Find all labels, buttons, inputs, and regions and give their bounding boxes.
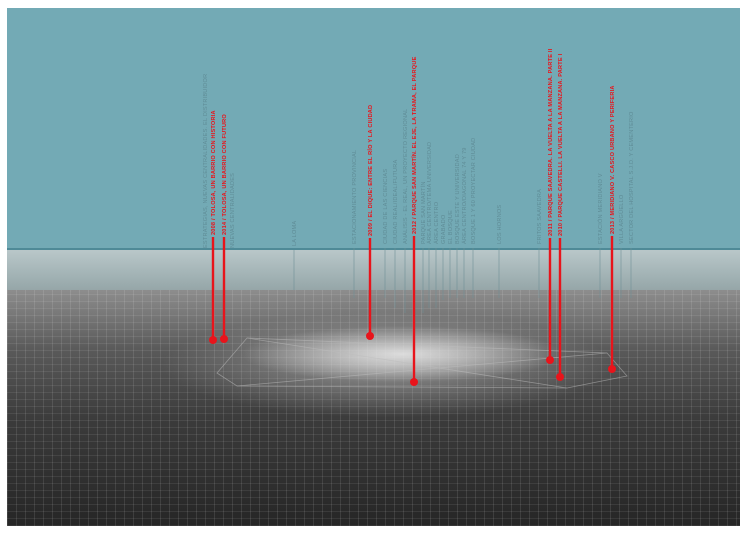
marker-dot (608, 365, 616, 373)
marker-dot (366, 332, 374, 340)
place-label: LA LOMA (292, 221, 298, 246)
location-label: ÁREA CENTRO/DIAGONAL 74 Y 79 (461, 147, 468, 298)
project-pin: 2014 / TOLOSA, UN BARRIO CON FUTURO (220, 114, 228, 343)
annotation-pins: 2008 / TOLOSA, UN BARRIO CON HISTORIA 201… (203, 48, 635, 386)
location-label: LA LOMA (292, 221, 298, 290)
location-label: CIUDAD DE LAS CIENCIAS (383, 169, 389, 298)
place-label: ESTACIONAMIENTO PROVINCIAL (352, 150, 358, 244)
place-label: PARQUE SAN MARTÍN (420, 181, 427, 244)
marker-dot (410, 378, 418, 386)
project-label: 2010 / PARQUE CASTELLI. LA VUELTA A LA M… (558, 53, 564, 236)
city-aerial-view (7, 290, 740, 526)
project-label: 2009 / EL DIQUE: ENTRE EL RÍO Y LA CIUDA… (366, 105, 374, 236)
aerial-photo-frame: 2008 / TOLOSA, UN BARRIO CON HISTORIA 201… (7, 8, 740, 526)
location-label: SECTOR DEL HOSPITAL S.J.D. Y CEMENTERIO (629, 111, 635, 298)
place-label: ESTRATEGIAS, NUEVAS CENTRALIDADES. EL DI… (203, 74, 209, 248)
location-label: ANÁLISIS - EL REAL, UN PROYECTO REGIONAL (402, 109, 409, 313)
project-pin: 2013 / MERIDIANO V. CASCO URBANO Y PERIF… (608, 85, 616, 373)
street-grid-outline (216, 337, 628, 389)
project-pin: 2008 / TOLOSA, UN BARRIO CON HISTORIA (209, 110, 217, 344)
marker-dot (209, 336, 217, 344)
place-label: BOSQUE 1 Y 60 PROYECTAR CIUDAD (471, 138, 477, 244)
location-label: ESTACIONAMIENTO PROVINCIAL (352, 150, 358, 298)
place-label: LOS HORNOS (497, 205, 503, 244)
annotation-overlay: 2008 / TOLOSA, UN BARRIO CON HISTORIA 201… (203, 48, 635, 389)
project-label: 2012 / PARQUE SAN MARTÍN. EL EJE, LA TRA… (410, 56, 418, 234)
marker-dot (556, 373, 564, 381)
project-pin: 2012 / PARQUE SAN MARTÍN. EL EJE, LA TRA… (410, 56, 418, 386)
project-pin: 2009 / EL DIQUE: ENTRE EL RÍO Y LA CIUDA… (366, 105, 374, 340)
project-pin: 2011 / PARQUE SAAVEDRA. LA VUELTA A LA M… (546, 48, 554, 364)
location-label: ESTACIÓN MERIDIANO V (597, 173, 604, 298)
place-label: VILLA ARGÜELLO (618, 194, 625, 244)
place-label: FRITOS SAAVEDRA (537, 189, 543, 244)
location-label: ESTRATEGIAS, NUEVAS CENTRALIDADES. EL DI… (203, 74, 209, 248)
location-label: LOS HORNOS (497, 205, 503, 298)
place-label: ESTACIÓN MERIDIANO V (597, 173, 604, 244)
place-label: ÁREA CENTRO (433, 201, 440, 244)
marker-dot (220, 335, 228, 343)
place-label: NUEVAS CENTRALIDADES (230, 173, 236, 248)
sky-band (7, 8, 740, 249)
place-label: ANÁLISIS - EL REAL, UN PROYECTO REGIONAL (402, 109, 409, 244)
place-label: CIUDAD REAL/IDEAL/FUTURA (393, 160, 399, 244)
project-label: 2008 / TOLOSA, UN BARRIO CON HISTORIA (211, 110, 217, 235)
horizon-line (7, 248, 740, 250)
location-label: ÁREA CENTRO/TEMA UNIVERSIDAD (426, 142, 433, 308)
marker-dot (546, 356, 554, 364)
place-label: ÁREA CENTRO/TEMA UNIVERSIDAD (426, 142, 433, 244)
location-label: GRABADO (441, 214, 447, 300)
location-label: PARQUE SAN MARTÍN (420, 181, 427, 313)
location-label: EL BOSQUE (448, 210, 454, 298)
location-label: BOSQUE 1 Y 60 PROYECTAR CIUDAD (471, 138, 477, 298)
project-label: 2014 / TOLOSA, UN BARRIO CON FUTURO (222, 114, 228, 235)
place-label: SECTOR DEL HOSPITAL S.J.D. Y CEMENTERIO (629, 111, 635, 244)
location-label: CIUDAD REAL/IDEAL/FUTURA (393, 160, 399, 308)
location-label: FRITOS SAAVEDRA (537, 189, 543, 298)
project-pin: 2010 / PARQUE CASTELLI. LA VUELTA A LA M… (556, 53, 564, 381)
location-label: BOSQUE ESTE Y UNIVERSIDAD (455, 154, 461, 298)
location-label: VILLA ARGÜELLO (618, 194, 625, 298)
place-label: BOSQUE ESTE Y UNIVERSIDAD (455, 154, 461, 244)
place-label: ÁREA CENTRO/DIAGONAL 74 Y 79 (461, 147, 468, 244)
location-label: NUEVAS CENTRALIDADES (230, 173, 236, 248)
place-label: CIUDAD DE LAS CIENCIAS (383, 169, 389, 244)
place-label: GRABADO (441, 214, 447, 244)
place-label: EL BOSQUE (448, 210, 454, 244)
location-label: ÁREA CENTRO (433, 201, 440, 308)
project-label: 2011 / PARQUE SAAVEDRA. LA VUELTA A LA M… (548, 48, 554, 236)
project-label: 2013 / MERIDIANO V. CASCO URBANO Y PERIF… (610, 85, 616, 234)
